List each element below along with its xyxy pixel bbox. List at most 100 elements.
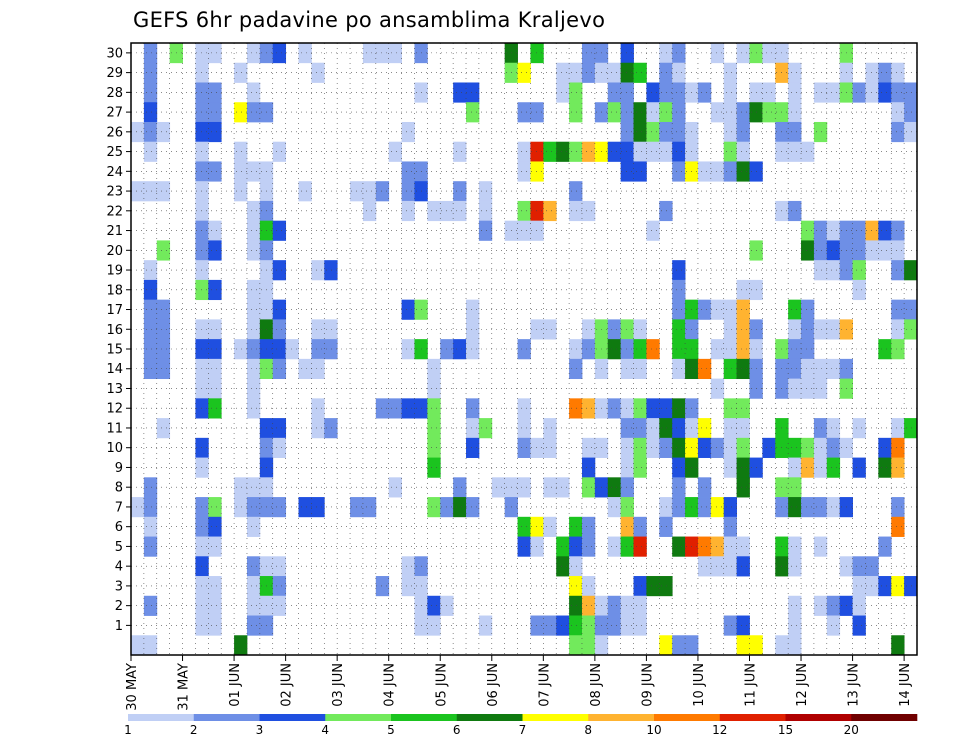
- precip-cell: [762, 43, 776, 64]
- precip-cell: [143, 181, 158, 202]
- precip-cell: [826, 319, 841, 340]
- precip-cell: [156, 240, 171, 261]
- precip-cell: [723, 615, 738, 636]
- precip-cell: [723, 418, 738, 439]
- precip-cell: [517, 418, 531, 439]
- precip-cell: [891, 220, 905, 241]
- precip-cell: [246, 358, 261, 380]
- x-tick-label: 31 MAY: [177, 663, 192, 711]
- precip-cell: [646, 141, 660, 162]
- precip-cell: [466, 339, 480, 360]
- legend-color-swatch: [259, 714, 326, 721]
- precip-cell: [285, 339, 299, 360]
- precip-cell: [594, 635, 609, 656]
- precip-cell: [633, 595, 647, 616]
- precip-cell: [633, 161, 647, 182]
- precip-cell: [272, 299, 287, 320]
- precip-cell: [607, 339, 622, 360]
- precip-cell: [543, 141, 557, 162]
- precip-cell: [697, 82, 712, 103]
- precip-cell: [710, 299, 725, 320]
- precip-cell: [659, 102, 673, 123]
- precip-cell: [530, 220, 544, 241]
- chart-title: GEFS 6hr padavine po ansamblima Kraljevo: [133, 8, 605, 32]
- precip-cell: [156, 319, 171, 340]
- precip-cell: [852, 418, 866, 439]
- precip-cell: [646, 339, 660, 360]
- precip-cell: [195, 200, 209, 222]
- precip-cell: [478, 200, 493, 222]
- precip-cell: [246, 556, 261, 577]
- precip-cell: [620, 516, 634, 537]
- precip-cell: [788, 437, 802, 458]
- precip-cell: [788, 339, 802, 360]
- precip-cell: [646, 82, 660, 103]
- precip-cell: [208, 319, 222, 340]
- precip-cell: [659, 43, 673, 64]
- precip-cell: [208, 576, 222, 597]
- precip-cell: [195, 536, 209, 557]
- precip-cell: [401, 299, 415, 320]
- precip-cell: [788, 556, 802, 577]
- precip-cell: [208, 615, 222, 636]
- precip-cell: [272, 141, 287, 162]
- precip-cell: [723, 457, 738, 478]
- precip-cell: [710, 378, 725, 399]
- precip-cell: [620, 477, 634, 498]
- precip-cell: [466, 82, 480, 103]
- precip-cell: [672, 339, 686, 360]
- precip-cell: [633, 516, 647, 537]
- precip-cell: [736, 299, 750, 320]
- precip-cell: [556, 141, 570, 162]
- precip-cell: [453, 181, 467, 202]
- precip-cell: [672, 161, 686, 182]
- precip-cell: [659, 497, 673, 518]
- precip-cell: [427, 418, 441, 439]
- precip-cell: [878, 576, 892, 597]
- precip-cell: [143, 260, 158, 281]
- precip-cell: [801, 437, 815, 458]
- precip-cell: [581, 516, 596, 537]
- precip-cell: [723, 102, 738, 123]
- legend-color-swatch: [719, 714, 786, 721]
- precip-cell: [607, 102, 622, 123]
- precip-cell: [143, 121, 158, 143]
- precip-cell: [697, 536, 712, 557]
- y-tick-label: 16: [106, 323, 123, 338]
- precip-cell: [581, 437, 596, 458]
- precip-cell: [813, 437, 828, 458]
- precip-cell: [723, 339, 738, 360]
- precip-cell: [607, 141, 622, 162]
- precip-cell: [659, 398, 673, 419]
- precip-cell: [362, 200, 377, 222]
- precip-cell: [723, 299, 738, 320]
- precip-cell: [401, 181, 415, 202]
- precip-cell: [620, 62, 634, 83]
- precip-cell: [865, 240, 879, 261]
- precip-cell: [543, 437, 557, 458]
- y-axis-ticks: 1234567891011121314151617181920212223242…: [106, 46, 131, 634]
- precip-cell: [143, 299, 158, 320]
- x-tick-label: 01 JUN: [228, 663, 243, 707]
- precip-cell: [788, 615, 802, 636]
- precip-cell: [891, 240, 905, 261]
- precip-cell: [556, 62, 570, 83]
- precip-cell: [569, 181, 583, 202]
- precip-cell: [633, 121, 647, 143]
- precip-cell: [891, 319, 905, 340]
- precip-cell: [891, 82, 905, 103]
- precip-cell: [697, 358, 712, 380]
- precip-cell: [272, 260, 287, 281]
- precip-cell: [556, 615, 570, 636]
- precip-cell: [672, 457, 686, 478]
- precip-cell: [195, 240, 209, 261]
- precip-cell: [208, 378, 222, 399]
- precip-cell: [891, 418, 905, 439]
- precip-cell: [311, 497, 325, 518]
- precip-cell: [543, 516, 557, 537]
- precip-cell: [826, 615, 841, 636]
- precip-cell: [195, 161, 209, 182]
- precip-cell: [646, 102, 660, 123]
- precip-cell: [298, 497, 312, 518]
- precip-cell: [878, 339, 892, 360]
